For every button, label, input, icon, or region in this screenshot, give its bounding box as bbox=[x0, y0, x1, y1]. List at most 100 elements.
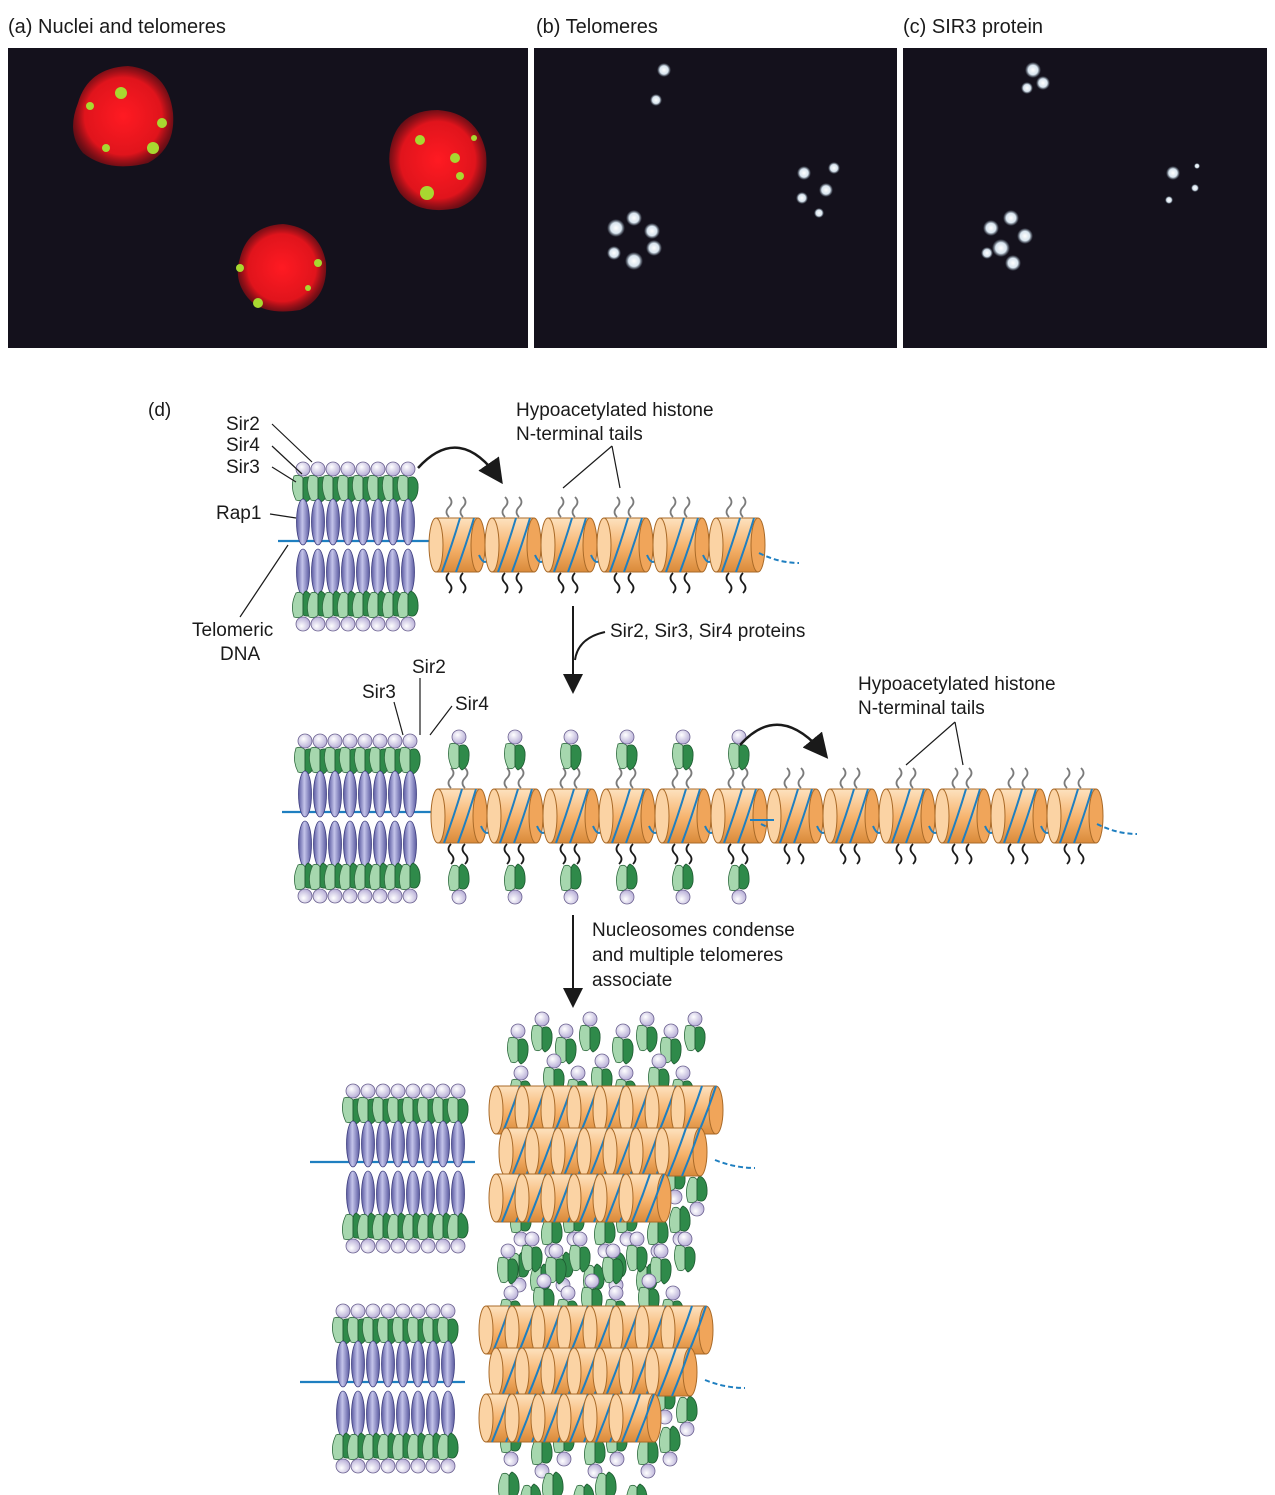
rap1-protein bbox=[311, 548, 325, 596]
sir3-protein bbox=[457, 1212, 469, 1239]
sir2-protein bbox=[395, 1303, 411, 1319]
sir2-protein bbox=[451, 729, 467, 745]
sir4-protein bbox=[602, 1256, 614, 1284]
sir4-protein bbox=[626, 1484, 638, 1495]
arrow-1: Sir2, Sir3, Sir4 proteins bbox=[563, 606, 805, 694]
sir4-protein bbox=[342, 1096, 354, 1124]
histone-core-face bbox=[556, 1305, 572, 1355]
sir3-protein bbox=[555, 1258, 567, 1285]
sir3-sir4-pair bbox=[612, 1023, 634, 1065]
sir3-foci bbox=[981, 62, 1200, 271]
rap1-protein bbox=[386, 548, 400, 596]
wrapped-dna bbox=[891, 788, 911, 844]
histone-core-face bbox=[540, 1085, 556, 1135]
nucleosome bbox=[710, 788, 768, 844]
histone-core-face bbox=[1088, 788, 1104, 844]
sir2-protein bbox=[295, 461, 311, 477]
sir2-protein bbox=[312, 888, 328, 904]
histone-core-face bbox=[1046, 788, 1062, 844]
sir4-protein bbox=[674, 1244, 686, 1272]
sir4-protein bbox=[531, 1438, 543, 1466]
sir3-protein bbox=[407, 590, 419, 617]
sir4-protein bbox=[637, 1438, 649, 1466]
sir4-protein bbox=[437, 1433, 449, 1461]
sir3-sir4-pair bbox=[382, 590, 404, 632]
wrapped-dna bbox=[499, 788, 519, 844]
nucleosome bbox=[644, 1347, 698, 1397]
dna-end bbox=[1096, 823, 1138, 835]
histone-core-face bbox=[478, 1393, 494, 1443]
histone-core-face bbox=[592, 1347, 608, 1397]
sir2-protein bbox=[380, 1303, 396, 1319]
rap1-protein bbox=[381, 1340, 395, 1388]
sir2-protein bbox=[605, 1243, 621, 1259]
histone-core-face bbox=[530, 1305, 546, 1355]
sir3-protein bbox=[682, 744, 694, 771]
sir3-protein bbox=[458, 863, 470, 890]
condensed-telomere-clusters bbox=[300, 1011, 756, 1495]
nucleosome bbox=[542, 788, 600, 844]
histone-tail bbox=[797, 843, 805, 865]
sir4-protein bbox=[309, 863, 321, 891]
sir2-protein bbox=[410, 1303, 426, 1319]
wrapped-dna bbox=[721, 517, 741, 573]
histone-core-face bbox=[514, 1085, 530, 1135]
histone-core-face bbox=[644, 1347, 660, 1397]
sir4-protein bbox=[728, 742, 740, 770]
sir2-protein bbox=[310, 461, 326, 477]
histone-tail bbox=[517, 767, 525, 789]
histone-tail bbox=[461, 767, 469, 789]
histone-core-face bbox=[644, 1085, 660, 1135]
histone-core-face bbox=[608, 1393, 624, 1443]
sir3-protein bbox=[541, 1026, 553, 1053]
sir3-sir4-pair bbox=[616, 729, 638, 771]
histone-tail bbox=[1077, 767, 1085, 789]
sir3-micrograph bbox=[903, 48, 1267, 348]
histone-core-face bbox=[822, 788, 838, 844]
telomeres-micrograph bbox=[534, 48, 897, 348]
sir3-protein bbox=[605, 1471, 617, 1495]
histone-tail bbox=[1021, 767, 1029, 789]
sir3-sir4-pair bbox=[672, 729, 694, 771]
histone-tail bbox=[725, 496, 733, 518]
sir3-protein bbox=[626, 863, 638, 890]
histone-tail bbox=[459, 496, 467, 518]
histone-tail bbox=[853, 843, 861, 865]
rap1-protein bbox=[356, 548, 370, 596]
wrapped-dna bbox=[513, 788, 533, 844]
histone-tail bbox=[559, 767, 567, 789]
nucleosome bbox=[598, 788, 656, 844]
sir3-protein bbox=[696, 1175, 708, 1202]
histone-core-face bbox=[488, 1173, 504, 1223]
sir2-protein bbox=[608, 1285, 624, 1301]
histone-core-face bbox=[514, 1347, 530, 1397]
histone-core-face bbox=[524, 1127, 540, 1177]
rap1-protein bbox=[311, 498, 325, 546]
nucleosome bbox=[596, 517, 654, 573]
sir3-sir4-pair bbox=[397, 590, 419, 632]
histone-tail bbox=[895, 767, 903, 789]
sir3-protein bbox=[447, 1432, 459, 1459]
histone-core-face bbox=[752, 788, 768, 844]
wrapped-dna bbox=[665, 517, 685, 573]
sir4-protein bbox=[626, 1244, 638, 1272]
sir3-protein bbox=[636, 1246, 648, 1273]
histone-core-face bbox=[692, 1127, 708, 1177]
sir2-protein bbox=[618, 1065, 634, 1081]
rap1-protein bbox=[373, 820, 387, 868]
wrapped-dna bbox=[441, 517, 461, 573]
histone-tail bbox=[559, 843, 567, 865]
sir2-protein bbox=[390, 1083, 406, 1099]
histone-core-face bbox=[990, 788, 1006, 844]
sir2-protein bbox=[405, 1238, 421, 1254]
sir3-sir4-pair bbox=[437, 1303, 459, 1345]
rap1-protein bbox=[406, 1120, 420, 1168]
sir2-protein bbox=[357, 888, 373, 904]
sir2-protein bbox=[402, 733, 418, 749]
sir4-protein bbox=[294, 863, 306, 891]
histone-core-face bbox=[708, 517, 724, 573]
sir4-protein bbox=[584, 1438, 596, 1466]
sir2-protein bbox=[425, 1458, 441, 1474]
rap1-protein bbox=[381, 1390, 395, 1438]
sir3-sir4-pair bbox=[560, 729, 582, 771]
